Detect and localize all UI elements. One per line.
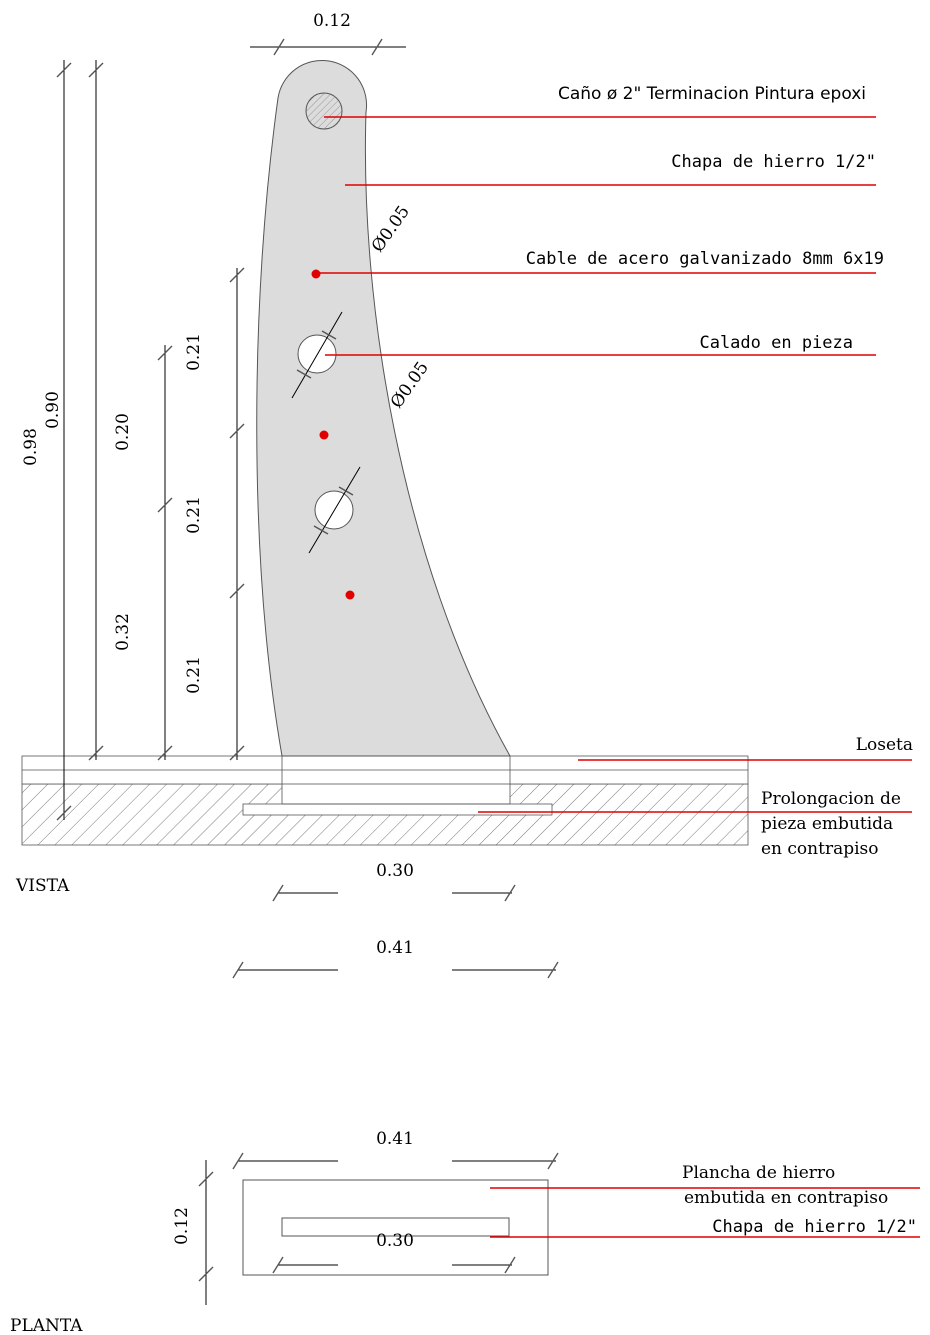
floor-slab [21, 783, 749, 846]
label-extension-1: Prolongacion de [761, 789, 901, 809]
label-pipe: Caño ø 2" Terminacion Pintura epoxi [558, 84, 866, 104]
dim-hole-diameter-1: Ø0.05 [368, 202, 414, 256]
label-cutout: Calado en pieza [699, 333, 853, 353]
dim-height-032: 0.32 [113, 613, 133, 651]
label-plan-sheet: Chapa de hierro 1/2" [712, 1217, 917, 1237]
dimension-base-030: 0.30 [272, 861, 516, 902]
leader-lines-planta [490, 1187, 920, 1238]
cable-dot-icon [319, 430, 329, 440]
dim-height-090: 0.90 [43, 391, 63, 429]
dim-base-041: 0.41 [376, 938, 414, 958]
dim-spacing-c: 0.21 [184, 656, 204, 694]
dimension-vertical-lines [56, 60, 245, 821]
cable-dot-icon [311, 269, 321, 279]
dimension-top-width: 0.12 [250, 11, 406, 56]
dimension-base-041: 0.41 [232, 938, 559, 979]
plan-sheet [281, 1217, 510, 1237]
pipe-section-icon [305, 92, 343, 130]
label-plan-plate-1: Plancha de hierro [682, 1163, 835, 1183]
plan-dimension-030: 0.30 [272, 1231, 516, 1274]
label-plan-plate-2: embutida en contrapiso [684, 1188, 888, 1208]
label-plate: Chapa de hierro 1/2" [671, 152, 876, 172]
label-tile: Loseta [856, 735, 913, 755]
dim-plan-030: 0.30 [376, 1231, 414, 1251]
dim-hole-diameter-2: Ø0.05 [387, 358, 433, 412]
view-label-planta: PLANTA [10, 1316, 83, 1335]
cutout-hole-upper [297, 334, 337, 374]
plan-dimension-041: 0.41 [232, 1129, 559, 1170]
label-extension-3: en contrapiso [761, 839, 879, 859]
leader-lines-vista [316, 116, 912, 813]
dim-total-height: 0.98 [21, 428, 41, 466]
dim-spacing-b: 0.21 [184, 496, 204, 534]
steel-post-piece [256, 59, 511, 757]
label-cable: Cable de acero galvanizado 8mm 6x19 [526, 249, 884, 269]
dim-top-width: 0.12 [313, 11, 351, 31]
dim-plan-012: 0.12 [172, 1207, 192, 1245]
cable-dot-icon [345, 590, 355, 600]
dim-height-020: 0.20 [113, 413, 133, 451]
plan-dimension-012: 0.12 [172, 1160, 214, 1305]
dim-plan-041: 0.41 [376, 1129, 414, 1149]
dim-base-030: 0.30 [376, 861, 414, 881]
dim-spacing-a: 0.21 [184, 333, 204, 371]
view-label-vista: VISTA [15, 876, 70, 896]
label-extension-2: pieza embutida [761, 814, 893, 834]
